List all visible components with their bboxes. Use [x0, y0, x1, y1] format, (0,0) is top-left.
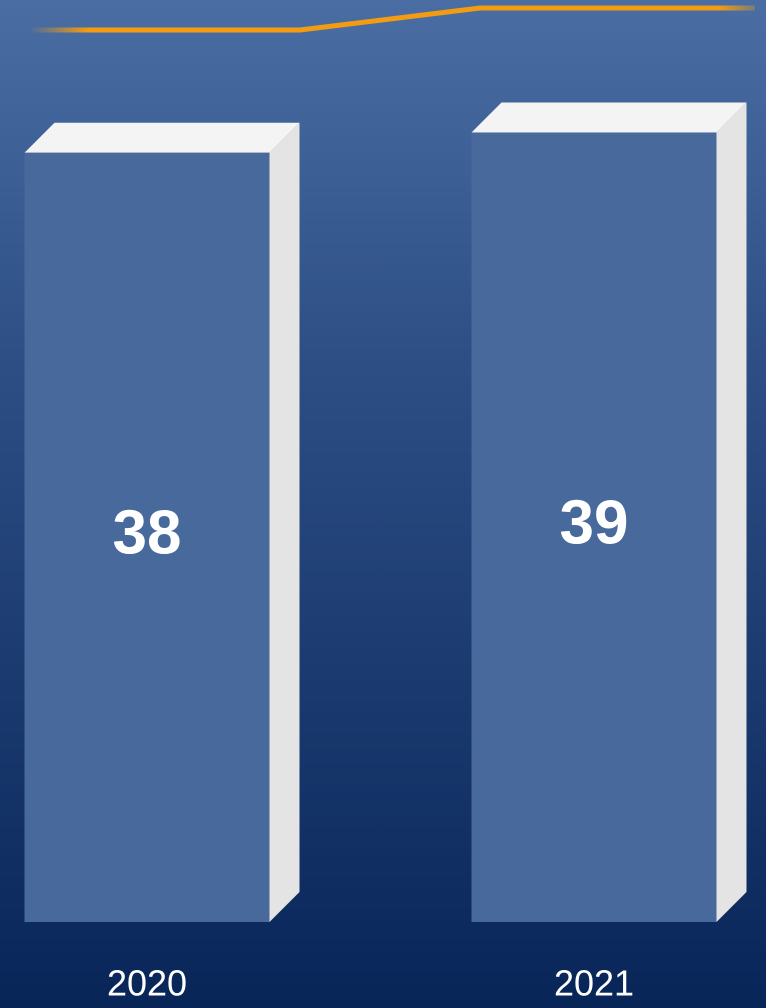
bar-top: [471, 102, 747, 133]
x-tick-label: 2021: [554, 963, 634, 1004]
bar: [471, 132, 717, 922]
value-label: 39: [560, 489, 629, 558]
bar-top: [24, 122, 300, 153]
bar-side: [716, 102, 747, 922]
x-tick-label: 2020: [107, 963, 187, 1004]
bar: [24, 152, 270, 922]
value-label: 38: [113, 499, 182, 568]
bar-side: [269, 122, 300, 922]
trend-line: [30, 5, 755, 33]
